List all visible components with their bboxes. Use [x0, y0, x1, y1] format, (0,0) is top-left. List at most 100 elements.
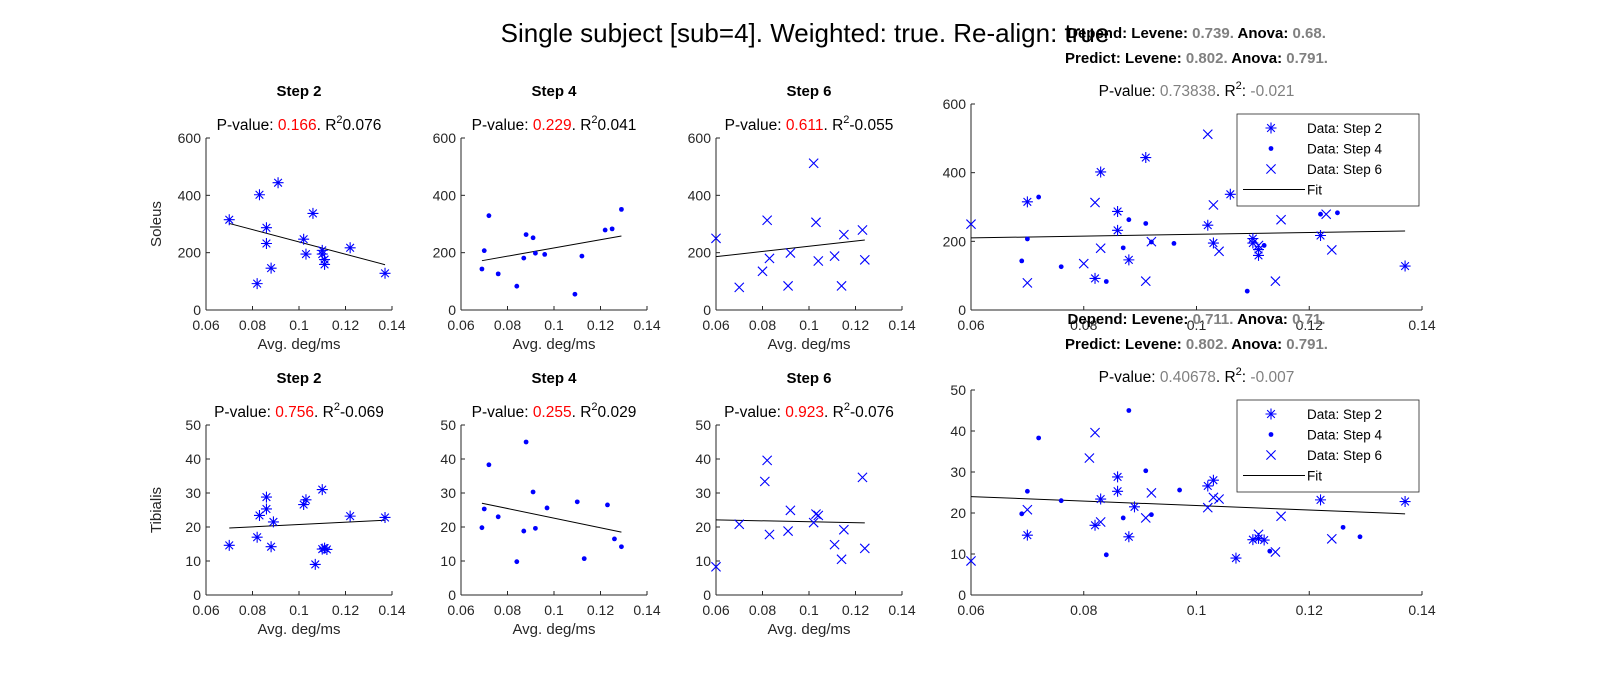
data-point [260, 222, 272, 234]
data-point [1095, 166, 1107, 178]
legend-entry: Data: Step 2 [1307, 407, 1382, 422]
legend-entry: Data: Step 4 [1307, 428, 1383, 443]
data-point [734, 519, 745, 530]
data-point [1177, 487, 1182, 493]
y-tick-label: 30 [695, 485, 711, 501]
fit-line [229, 222, 386, 266]
data-point [808, 517, 819, 528]
data-point [1112, 471, 1124, 483]
data-point [838, 524, 849, 535]
data-point [272, 177, 284, 189]
data-point [530, 489, 536, 495]
legend-box [1236, 113, 1420, 207]
x-tick-label: 0.1 [544, 602, 564, 618]
r2-prefix: . R [572, 117, 592, 134]
data-point [344, 242, 356, 254]
data-point [521, 255, 527, 261]
x-tick-label: 0.08 [239, 317, 266, 333]
r2-value: 0.041 [598, 117, 637, 134]
data-point [1090, 197, 1101, 208]
data-point [521, 528, 527, 534]
data-point [581, 556, 587, 562]
data-point [619, 206, 624, 212]
data-point [785, 505, 796, 516]
r2-superscript: 2 [1236, 80, 1242, 92]
data-point [1103, 552, 1109, 558]
y-axis-label: Tibialis [148, 487, 165, 533]
data-point [785, 247, 796, 258]
data-point [481, 506, 487, 512]
data-point [514, 283, 520, 289]
x-tick-label: 0.1 [289, 317, 309, 333]
data-point [1140, 276, 1151, 287]
y-tick-label: 40 [440, 451, 456, 467]
data-point [734, 282, 745, 293]
x-axis-label: Avg. deg/ms [767, 336, 850, 353]
data-point [1078, 258, 1089, 269]
data-point [1123, 254, 1135, 266]
data-point [1202, 502, 1213, 513]
y-tick-label: 30 [440, 485, 456, 501]
r2-value: -0.021 [1250, 83, 1294, 100]
data-point [966, 219, 976, 230]
data-point [574, 499, 580, 505]
data-point [1140, 152, 1152, 164]
data-point [486, 213, 492, 219]
data-point [1202, 129, 1213, 140]
data-point [1084, 453, 1095, 464]
data-point [1024, 236, 1030, 242]
data-point [1103, 279, 1109, 284]
r2-superscript: 2 [591, 401, 597, 413]
y-axis-label: Soleus [148, 201, 165, 247]
data-point [808, 158, 819, 169]
r2-superscript: 2 [334, 401, 340, 413]
x-tick-label: 0.08 [494, 602, 521, 618]
chart-soleus-step4: 0.06 0.08 0.1 0.12 0.14 0 200 400 600 Avg. deg/ms… [433, 83, 661, 353]
data-point [1112, 224, 1124, 236]
data-point [1321, 209, 1332, 220]
data-point [966, 555, 976, 566]
data-point [1112, 485, 1124, 497]
data-point [609, 226, 615, 232]
legend-marker [1265, 122, 1277, 134]
data-point [579, 253, 585, 259]
panel-title: Step 2 [276, 83, 321, 100]
data-point [298, 499, 310, 511]
x-tick-label: 0.06 [447, 602, 474, 618]
data-point [813, 255, 824, 266]
x-tick-label: 0.12 [587, 317, 614, 333]
data-point [1247, 534, 1259, 546]
pvalue-line: P-value: 0.229. R20.041 [472, 114, 637, 134]
data-point [1202, 480, 1214, 492]
y-tick-label: 30 [185, 485, 201, 501]
pvalue-value: 0.756 [275, 404, 314, 421]
predict-stats: Predict: Levene: 0.802. Anova: 0.791. [1065, 50, 1328, 67]
data-point [319, 542, 331, 554]
pvalue-label: P-value: [1099, 369, 1160, 386]
data-point [1143, 468, 1149, 474]
x-tick-label: 0.08 [749, 602, 776, 618]
legend-entry: Data: Step 4 [1307, 142, 1383, 157]
pvalue-value: 0.255 [533, 404, 572, 421]
data-point [495, 271, 501, 277]
data-point [857, 472, 868, 483]
data-point [495, 514, 501, 520]
y-tick-label: 30 [950, 464, 966, 480]
data-point [1261, 243, 1267, 248]
data-point [1253, 249, 1265, 261]
data-point [1258, 534, 1270, 546]
data-point [1022, 277, 1033, 288]
data-point [1021, 529, 1033, 541]
chart-soleus-step2: 0.06 0.08 0.1 0.12 0.14 0 200 400 600 Avg. deg/ms… [148, 83, 406, 353]
data-point [265, 541, 277, 553]
r2-value: -0.055 [849, 117, 893, 134]
r2-value: -0.076 [850, 404, 894, 421]
y-tick-label: 0 [703, 302, 711, 318]
legend: Data: Step 2 Data: Step 4 Data: Step 6 Fit [1236, 399, 1420, 493]
legend-box [1236, 399, 1420, 493]
data-point [260, 491, 272, 503]
data-point [1123, 531, 1135, 543]
y-tick-label: 600 [943, 96, 967, 112]
